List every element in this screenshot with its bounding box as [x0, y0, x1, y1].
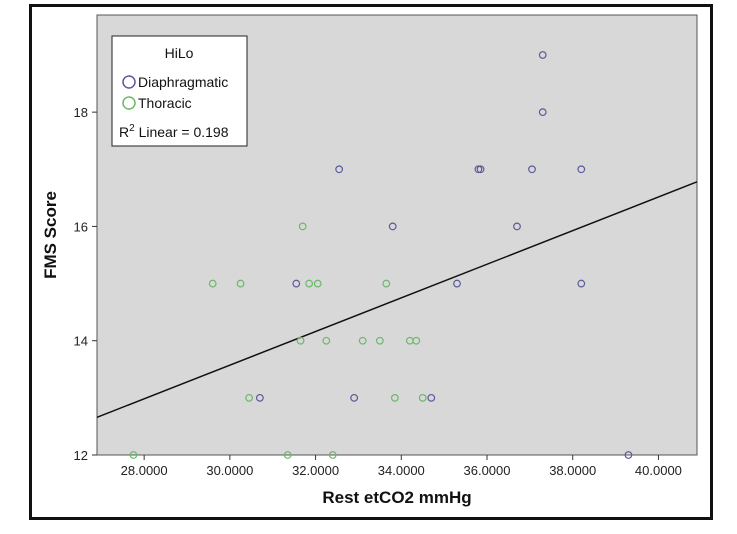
point-diaphragmatic — [577, 165, 586, 174]
point-thoracic — [358, 336, 367, 345]
fit-label-superscript: 2 — [129, 123, 135, 134]
point-thoracic — [208, 279, 217, 288]
fit-label-r: R — [119, 124, 129, 140]
point-thoracic — [296, 336, 305, 345]
x-axis-title: Rest etCO2 mmHg — [322, 488, 471, 507]
x-tick-label: 30.0000 — [206, 463, 253, 478]
x-tick-label: 34.0000 — [378, 463, 425, 478]
point-thoracic — [129, 451, 138, 459]
point-diaphragmatic — [538, 108, 547, 117]
point-thoracic — [305, 279, 314, 288]
point-thoracic — [375, 336, 384, 345]
point-diaphragmatic — [255, 393, 264, 402]
point-diaphragmatic — [476, 165, 485, 174]
fit-label-value: Linear = 0.198 — [135, 124, 229, 140]
x-tick-label: 32.0000 — [292, 463, 339, 478]
chart-frame: 28.0000 30.0000 32.0000 34.0000 36.0000 38.00… — [29, 4, 713, 520]
point-diaphragmatic — [292, 279, 301, 288]
legend-entry-diaphragmatic: Diaphragmatic — [138, 74, 228, 90]
point-thoracic — [236, 279, 245, 288]
point-thoracic — [382, 279, 391, 288]
point-thoracic — [245, 393, 254, 402]
legend-title: HiLo — [165, 45, 194, 61]
x-tick-label: 28.0000 — [121, 463, 168, 478]
point-thoracic — [328, 451, 337, 459]
y-tick-label: 14 — [74, 334, 88, 349]
legend-entry-thoracic: Thoracic — [138, 95, 192, 111]
point-diaphragmatic — [427, 393, 436, 402]
y-tick-label: 16 — [74, 219, 88, 234]
legend-marker-thoracic — [122, 96, 136, 110]
point-thoracic — [412, 336, 421, 345]
point-thoracic — [283, 451, 292, 459]
legend-box — [111, 35, 248, 147]
y-axis-title: FMS Score — [41, 191, 60, 279]
point-thoracic — [298, 222, 307, 231]
x-tick-label: 38.0000 — [549, 463, 596, 478]
legend: HiLo Diaphragmatic Thoracic R2 Linear = … — [111, 35, 248, 147]
linear-fit-line — [96, 181, 698, 418]
point-thoracic — [322, 336, 331, 345]
point-diaphragmatic — [474, 165, 483, 174]
y-tick-label: 18 — [74, 105, 88, 120]
point-diaphragmatic — [624, 451, 633, 459]
point-diaphragmatic — [335, 165, 344, 174]
point-diaphragmatic — [528, 165, 536, 174]
x-tick-label: 36.0000 — [464, 463, 511, 478]
point-thoracic — [418, 393, 427, 402]
point-diaphragmatic — [577, 279, 586, 288]
y-tick-label: 12 — [74, 448, 88, 463]
point-diaphragmatic — [453, 279, 461, 288]
point-thoracic — [390, 393, 399, 402]
point-diaphragmatic — [388, 222, 397, 231]
point-diaphragmatic — [538, 51, 547, 59]
scatter-chart: 28.0000 30.0000 32.0000 34.0000 36.0000 38.00… — [41, 14, 698, 507]
legend-marker-diaphragmatic — [122, 75, 136, 89]
point-thoracic — [313, 279, 322, 288]
legend-fit-label: R2 Linear = 0.198 — [119, 123, 229, 140]
point-diaphragmatic — [350, 393, 359, 402]
point-diaphragmatic — [513, 222, 521, 231]
x-tick-label: 40.0000 — [635, 463, 682, 478]
